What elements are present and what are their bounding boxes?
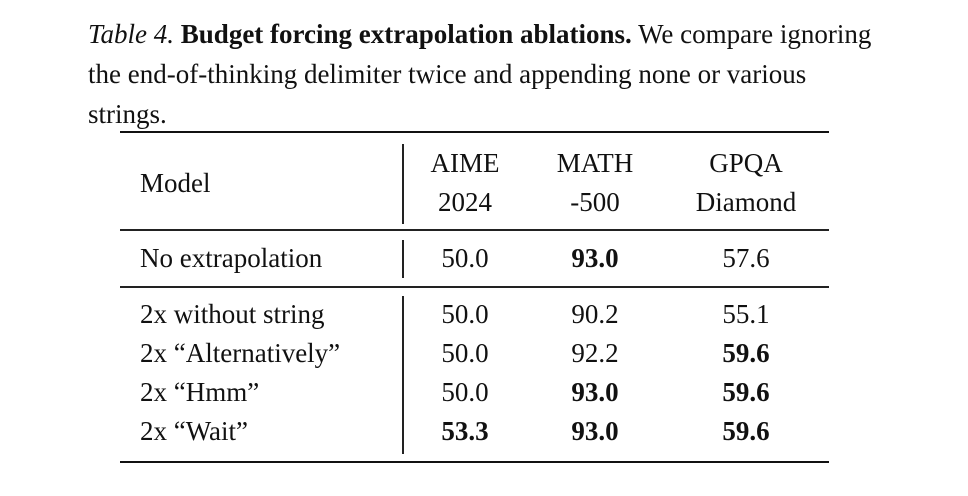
header-math-line1: MATH	[556, 148, 634, 178]
row-math: 92.2	[571, 338, 619, 368]
header-aime-line1: AIME	[430, 148, 500, 178]
row-math: 93.0	[571, 243, 619, 273]
table-bottom-rule	[120, 461, 829, 463]
row-aime: 53.3	[441, 416, 489, 446]
table-top-rule	[120, 131, 829, 133]
row-gpqa: 55.1	[722, 299, 770, 329]
row-gpqa: 59.6	[722, 416, 770, 446]
caption-body: We compare ignoring the end-of-thinking …	[88, 19, 872, 129]
table-caption: Table 4. Budget forcing extrapolation ab…	[88, 14, 888, 134]
row-aime: 50.0	[441, 377, 489, 407]
caption-title: Budget forcing extrapolation ablations.	[180, 19, 632, 49]
row-model: 2x without string	[140, 299, 325, 329]
row-gpqa: 59.6	[722, 377, 770, 407]
row-model: No extrapolation	[140, 243, 323, 273]
header-math-line2: -500	[570, 187, 620, 217]
row-aime: 50.0	[441, 299, 489, 329]
body-vertical-rule	[402, 296, 404, 454]
header-model: Model	[140, 168, 211, 198]
header-gpqa-line1: GPQA	[709, 148, 783, 178]
row-math: 93.0	[571, 416, 619, 446]
row-gpqa: 59.6	[722, 338, 770, 368]
header-gpqa-line2: Diamond	[695, 187, 797, 217]
row-model: 2x “Wait”	[140, 416, 249, 446]
row-model: 2x “Hmm”	[140, 377, 260, 407]
header-vertical-rule	[402, 144, 404, 224]
header-aime-line2: 2024	[438, 187, 492, 217]
row-math: 93.0	[571, 377, 619, 407]
row-gpqa: 57.6	[722, 243, 770, 273]
row-aime: 50.0	[441, 243, 489, 273]
caption-label: Table 4.	[88, 19, 175, 49]
header-rule	[120, 229, 829, 231]
row-model: 2x “Alternatively”	[140, 338, 341, 368]
row-math: 90.2	[571, 299, 619, 329]
row-vertical-rule	[402, 240, 404, 278]
group-rule	[120, 286, 829, 288]
row-aime: 50.0	[441, 338, 489, 368]
